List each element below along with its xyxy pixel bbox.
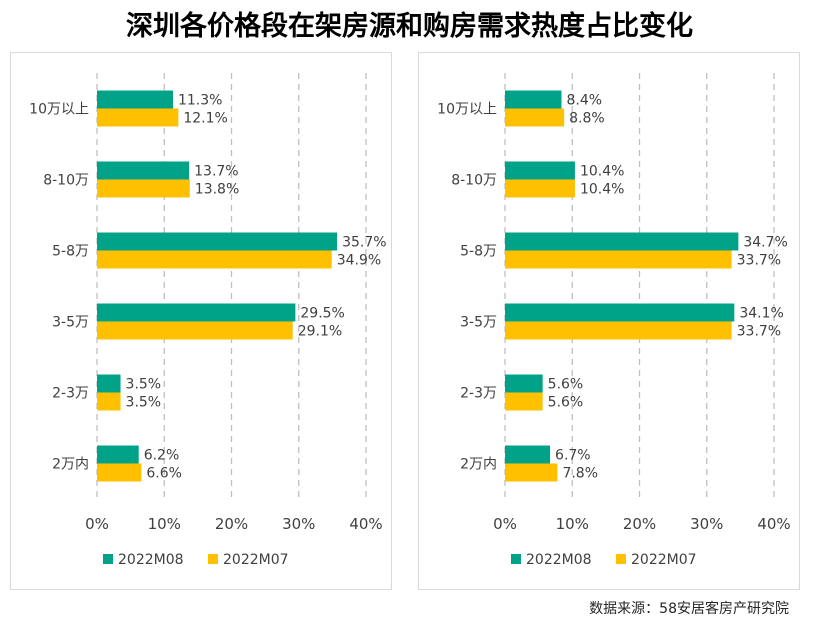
data-label: 5.6% bbox=[548, 377, 584, 393]
x-tick-label: 20% bbox=[623, 515, 656, 533]
bar-2022M07-1 bbox=[505, 179, 575, 198]
bar-2022M07-2 bbox=[505, 250, 732, 269]
category-label: 5-8万 bbox=[52, 244, 89, 260]
data-label: 29.5% bbox=[300, 306, 344, 322]
bar-2022M07-5 bbox=[505, 463, 558, 482]
chart-panel-demand: 0% 10% 20% 30% 40% 10万以上 8.4% 8.8% 8-10万 10.4% 10.… bbox=[418, 52, 800, 590]
x-tick-label: 0% bbox=[85, 515, 109, 533]
category-label: 10万以上 bbox=[29, 102, 89, 118]
data-label: 5.6% bbox=[548, 395, 584, 411]
bar-2022M08-2 bbox=[97, 232, 338, 251]
category-label: 10万以上 bbox=[437, 102, 497, 118]
bar-2022M08-5 bbox=[97, 445, 139, 464]
data-label: 34.9% bbox=[337, 253, 381, 269]
data-label: 35.7% bbox=[342, 235, 386, 251]
data-label: 3.5% bbox=[126, 377, 162, 393]
page-title: 深圳各价格段在架房源和购房需求热度占比变化 bbox=[126, 11, 693, 42]
x-tick-label: 30% bbox=[690, 515, 723, 533]
bar-chart-demand: 0% 10% 20% 30% 40% 10万以上 8.4% 8.8% 8-10万 10.4% 10.… bbox=[437, 73, 791, 568]
data-label: 7.8% bbox=[562, 466, 598, 482]
data-label: 10.4% bbox=[580, 182, 624, 198]
bar-2022M08-4 bbox=[505, 374, 543, 393]
category-label: 3-5万 bbox=[52, 315, 89, 331]
legend-swatch-2022M08 bbox=[103, 554, 113, 564]
category-label: 8-10万 bbox=[43, 173, 89, 189]
bar-2022M07-3 bbox=[97, 321, 293, 340]
bar-2022M08-2 bbox=[505, 232, 739, 251]
data-label: 13.7% bbox=[194, 164, 238, 180]
legend-swatch-2022M07 bbox=[208, 554, 218, 564]
category-label: 5-8万 bbox=[460, 244, 497, 260]
bar-2022M07-3 bbox=[505, 321, 732, 340]
data-source-note: 数据来源：58安居客房产研究院 bbox=[589, 601, 789, 617]
data-label: 13.8% bbox=[195, 182, 239, 198]
legend-label-2022M08: 2022M08 bbox=[526, 552, 592, 568]
bar-2022M08-4 bbox=[97, 374, 121, 393]
x-tick-label: 0% bbox=[493, 515, 517, 533]
data-label: 34.7% bbox=[743, 235, 787, 251]
legend-swatch-2022M07 bbox=[616, 554, 626, 564]
category-label: 3-5万 bbox=[460, 315, 497, 331]
data-label: 34.1% bbox=[739, 306, 783, 322]
bar-2022M07-2 bbox=[97, 250, 332, 269]
x-tick-label: 30% bbox=[282, 515, 315, 533]
chart-panel-listings: 0% 10% 20% 30% 40% 10万以上 11.3% 12.1% 8-10万 13.7% 1… bbox=[10, 52, 392, 590]
data-label: 29.1% bbox=[298, 324, 342, 340]
data-label: 33.7% bbox=[737, 324, 781, 340]
category-label: 8-10万 bbox=[451, 173, 497, 189]
legend-label-2022M07: 2022M07 bbox=[223, 552, 289, 568]
data-label: 6.2% bbox=[144, 448, 180, 464]
bar-2022M08-0 bbox=[505, 90, 562, 109]
data-label: 3.5% bbox=[126, 395, 162, 411]
bar-2022M08-1 bbox=[97, 161, 190, 180]
legend-swatch-2022M08 bbox=[511, 554, 521, 564]
bar-2022M08-1 bbox=[505, 161, 575, 180]
data-label: 6.6% bbox=[146, 466, 182, 482]
bar-2022M07-4 bbox=[97, 392, 121, 411]
data-label: 11.3% bbox=[178, 93, 222, 109]
data-label: 8.8% bbox=[569, 111, 605, 127]
data-label: 12.1% bbox=[183, 111, 227, 127]
bar-2022M07-5 bbox=[97, 463, 142, 482]
legend-label-2022M07: 2022M07 bbox=[631, 552, 697, 568]
x-tick-label: 40% bbox=[349, 515, 382, 533]
bar-2022M08-5 bbox=[505, 445, 551, 464]
data-label: 6.7% bbox=[555, 448, 591, 464]
bar-2022M07-4 bbox=[505, 392, 543, 411]
x-tick-label: 10% bbox=[148, 515, 181, 533]
bar-chart-listings: 0% 10% 20% 30% 40% 10万以上 11.3% 12.1% 8-10万 13.7% 1… bbox=[29, 73, 387, 568]
data-label: 33.7% bbox=[737, 253, 781, 269]
bar-2022M07-1 bbox=[97, 179, 190, 198]
bar-2022M07-0 bbox=[97, 108, 179, 127]
bar-2022M08-3 bbox=[505, 303, 735, 322]
data-label: 10.4% bbox=[580, 164, 624, 180]
bar-2022M07-0 bbox=[505, 108, 565, 127]
data-label: 8.4% bbox=[566, 93, 602, 109]
x-tick-label: 40% bbox=[757, 515, 790, 533]
category-label: 2-3万 bbox=[52, 386, 89, 402]
bar-2022M08-0 bbox=[97, 90, 173, 109]
category-label: 2-3万 bbox=[460, 386, 497, 402]
x-tick-label: 20% bbox=[215, 515, 248, 533]
legend-label-2022M08: 2022M08 bbox=[118, 552, 184, 568]
category-label: 2万内 bbox=[460, 457, 497, 473]
category-label: 2万内 bbox=[52, 457, 89, 473]
x-tick-label: 10% bbox=[556, 515, 589, 533]
bar-2022M08-3 bbox=[97, 303, 296, 322]
